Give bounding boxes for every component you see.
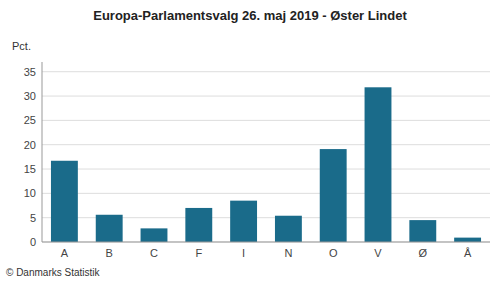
chart-container: Europa-Parlamentsvalg 26. maj 2019 - Øst…	[0, 0, 500, 282]
y-axis-line	[42, 62, 43, 242]
y-axis-label: Pct.	[12, 40, 31, 52]
grid	[42, 72, 490, 242]
y-tick-label: 25	[24, 114, 36, 126]
bar	[409, 220, 436, 242]
x-tick-label: C	[150, 247, 158, 259]
y-tick-label: 30	[24, 90, 36, 102]
bar	[275, 216, 302, 242]
x-tick-label: O	[329, 247, 338, 259]
bar	[365, 87, 392, 242]
chart-svg: Europa-Parlamentsvalg 26. maj 2019 - Øst…	[0, 0, 500, 282]
grid-line	[42, 96, 490, 97]
x-tick-label: A	[61, 247, 69, 259]
y-tick-label: 5	[30, 212, 36, 224]
x-tick-label: Å	[464, 247, 472, 259]
x-tick-label: B	[106, 247, 113, 259]
title: Europa-Parlamentsvalg 26. maj 2019 - Øst…	[93, 8, 407, 23]
grid-line	[42, 169, 490, 170]
grid-line	[42, 193, 490, 194]
bar	[141, 228, 168, 242]
y-tick-label: 0	[30, 236, 36, 248]
grid-line	[42, 242, 490, 243]
grid-line	[42, 144, 490, 145]
y-tick-label: 20	[24, 139, 36, 151]
bar	[185, 208, 212, 242]
bar	[320, 149, 347, 242]
bar	[51, 161, 78, 242]
bar	[230, 201, 257, 242]
grid-line	[42, 71, 490, 72]
bars	[51, 87, 481, 242]
x-tick-label: V	[374, 247, 382, 259]
x-tick-label: I	[242, 247, 245, 259]
y-tick-label: 35	[24, 66, 36, 78]
y-tick-label: 10	[24, 187, 36, 199]
grid-line	[42, 120, 490, 121]
x-tick-label: Ø	[419, 247, 428, 259]
x-axis-line	[42, 242, 490, 243]
footer: © Danmarks Statistik	[6, 267, 101, 278]
bar	[454, 238, 481, 242]
x-tick-label: F	[195, 247, 202, 259]
bar	[96, 215, 123, 242]
y-tick-label: 15	[24, 163, 36, 175]
x-tick-label: N	[284, 247, 292, 259]
